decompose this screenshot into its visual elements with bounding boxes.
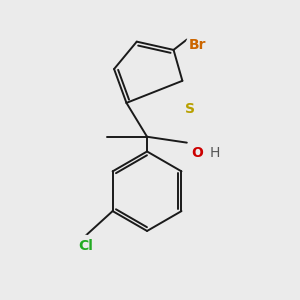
Text: S: S — [185, 102, 195, 116]
Circle shape — [75, 236, 95, 256]
Circle shape — [181, 100, 199, 118]
Text: Br: Br — [188, 38, 206, 52]
Circle shape — [190, 146, 205, 160]
Circle shape — [209, 147, 221, 159]
Text: H: H — [210, 146, 220, 160]
Text: O: O — [191, 146, 203, 160]
Text: Cl: Cl — [78, 239, 93, 253]
Circle shape — [186, 34, 208, 57]
